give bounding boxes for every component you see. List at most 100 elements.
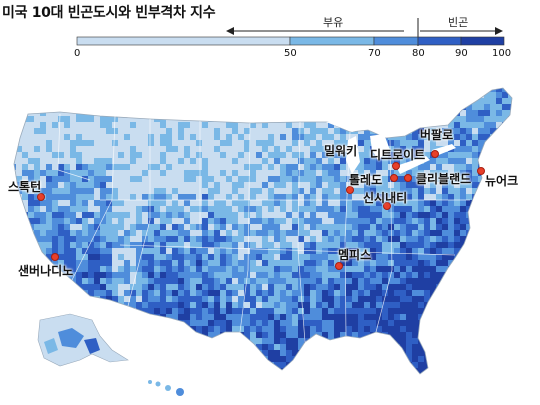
county-cell (466, 284, 478, 290)
county-cell (142, 248, 148, 254)
county-cell (190, 194, 196, 200)
county-cell (418, 134, 424, 140)
county-cell (286, 326, 292, 332)
county-cell (436, 308, 442, 314)
county-cell (394, 248, 400, 254)
county-cell (442, 200, 448, 206)
county-cell (22, 296, 28, 302)
county-cell (166, 224, 172, 230)
county-cell (112, 194, 118, 200)
county-cell (70, 374, 76, 380)
county-cell (256, 194, 262, 200)
county-cell (490, 248, 502, 254)
county-cell (436, 344, 448, 350)
county-cell (304, 194, 310, 200)
county-cell (394, 218, 400, 224)
county-cell (136, 296, 142, 302)
county-cell (82, 170, 88, 176)
county-cell (190, 170, 196, 176)
county-cell (286, 140, 292, 146)
county-cell (202, 338, 208, 344)
county-cell (88, 122, 94, 128)
county-cell (202, 290, 208, 296)
county-cell (292, 296, 298, 302)
county-cell (334, 206, 340, 212)
county-cell (220, 116, 226, 122)
county-cell (256, 362, 262, 368)
county-cell (442, 320, 448, 326)
county-cell (58, 104, 64, 110)
county-cell (460, 314, 466, 320)
county-cell (112, 164, 118, 170)
county-cell (238, 350, 244, 356)
county-cell (22, 368, 28, 374)
county-cell (436, 362, 442, 368)
county-cell (244, 200, 250, 206)
county-cell (208, 254, 214, 260)
county-cell (442, 128, 448, 134)
county-cell (124, 314, 130, 320)
county-cell (346, 206, 352, 212)
county-cell (454, 218, 460, 224)
county-cell (220, 278, 226, 284)
county-cell (472, 314, 484, 320)
county-cell (316, 188, 322, 194)
county-cell (172, 356, 178, 362)
county-cell (46, 92, 52, 98)
county-cell (502, 200, 508, 206)
county-cell (64, 176, 70, 182)
county-cell (88, 158, 94, 164)
county-cell (28, 296, 40, 302)
county-cell (280, 134, 286, 140)
county-cell (484, 200, 490, 206)
county-cell (370, 374, 382, 380)
county-cell (274, 278, 280, 284)
county-cell (202, 368, 208, 374)
county-cell (358, 374, 364, 380)
county-cell (88, 88, 94, 92)
county-cell (142, 212, 148, 218)
county-cell (118, 146, 124, 152)
county-cell (274, 368, 280, 374)
county-cell (256, 116, 262, 122)
county-cell (160, 128, 166, 134)
county-cell (184, 266, 190, 272)
county-cell (376, 266, 382, 272)
county-cell (508, 332, 512, 338)
county-cell (250, 104, 256, 110)
county-cell (88, 368, 94, 374)
county-cell (514, 308, 520, 314)
county-cell (40, 230, 46, 236)
county-cell (274, 200, 280, 206)
county-cell (118, 200, 124, 206)
county-cell (400, 284, 406, 290)
county-cell (118, 326, 124, 332)
county-cell (208, 266, 214, 272)
county-cell (46, 368, 52, 374)
county-cell (322, 110, 328, 116)
county-cell (352, 182, 358, 188)
county-cell (244, 88, 250, 92)
county-cell (154, 98, 160, 104)
county-cell (22, 344, 28, 350)
county-cell (40, 92, 46, 98)
county-cell (508, 296, 512, 302)
county-cell (508, 320, 512, 326)
county-cell (394, 116, 406, 122)
county-cell (202, 224, 208, 230)
county-cell (106, 176, 112, 182)
county-cell (196, 164, 202, 170)
county-cell (370, 338, 376, 344)
county-cell (484, 320, 490, 326)
county-cell (400, 242, 406, 248)
county-cell (28, 338, 34, 344)
county-cell (232, 248, 238, 254)
county-cell (58, 98, 70, 104)
county-cell (310, 140, 316, 146)
county-cell (124, 272, 130, 278)
county-cell (334, 128, 340, 134)
county-cell (214, 200, 220, 206)
county-cell (64, 88, 70, 92)
county-cell (274, 374, 280, 380)
county-cell (292, 116, 304, 122)
